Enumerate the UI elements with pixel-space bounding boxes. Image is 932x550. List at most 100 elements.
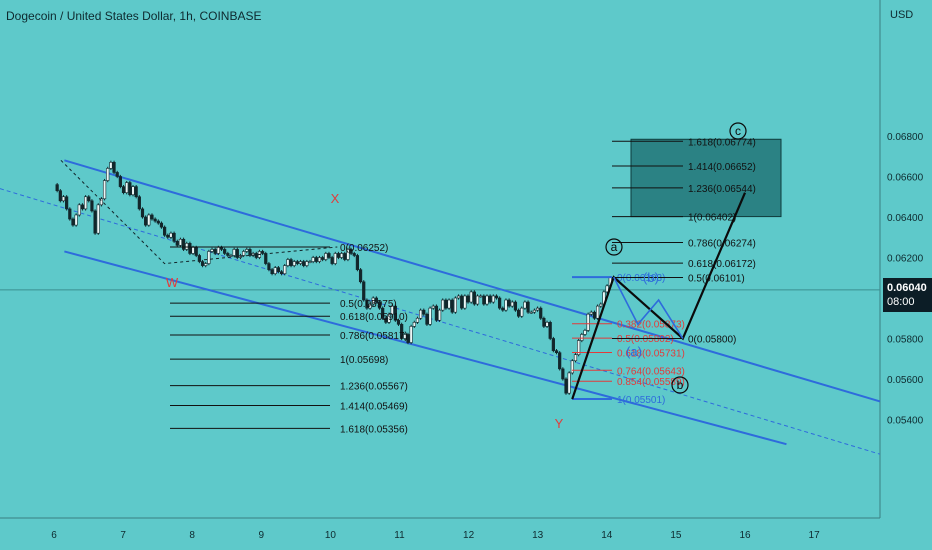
fib-left-label: 0.786(0.05817) xyxy=(340,331,408,342)
candle-body xyxy=(365,299,369,309)
candle-body xyxy=(125,182,129,193)
candle-body xyxy=(561,368,565,380)
candle-body xyxy=(409,326,413,343)
candle-body xyxy=(529,311,533,314)
candle-body xyxy=(513,301,518,311)
candle-body xyxy=(267,263,271,270)
candle-body xyxy=(264,253,268,264)
candle-body xyxy=(311,257,315,262)
candle-body xyxy=(188,243,192,254)
fib-extension-label: 0(0.05800) xyxy=(688,335,736,346)
candle-body xyxy=(583,330,587,335)
candle-body xyxy=(163,226,167,236)
fib-extension-label: 0.5(0.06101) xyxy=(688,274,745,285)
candle-body xyxy=(570,360,574,374)
candle-body xyxy=(349,249,353,254)
wave-label-circle xyxy=(729,122,747,140)
candle-body xyxy=(485,295,489,305)
candle-body xyxy=(431,305,435,309)
candle-body xyxy=(592,311,597,319)
currency-label: USD xyxy=(890,9,914,21)
last-price-value: 0.06040 xyxy=(887,282,927,294)
candle-body xyxy=(254,253,258,258)
fib-left-label: 1(0.05698) xyxy=(340,355,388,366)
candle-body xyxy=(523,301,527,309)
candle-body xyxy=(137,196,141,210)
last-price-badge: 0.06040 08:00 xyxy=(883,278,932,312)
x-tick-label: 16 xyxy=(739,530,751,541)
candle-body xyxy=(355,255,360,270)
fib-retrace-label: 0.764(0.05643) xyxy=(617,366,685,377)
candle-body xyxy=(491,295,495,303)
wave-label: (b) xyxy=(643,270,659,285)
candle-body xyxy=(55,184,59,191)
candle-body xyxy=(526,301,530,313)
candle-body xyxy=(68,208,72,220)
candle-body xyxy=(393,305,397,321)
candle-body xyxy=(308,261,312,263)
candle-body xyxy=(419,309,423,319)
wave-projection-line xyxy=(571,192,747,400)
candle-body xyxy=(340,253,344,258)
candle-body xyxy=(144,216,148,226)
candle-body xyxy=(175,241,179,246)
candle-body xyxy=(336,253,341,258)
candle-body xyxy=(472,291,476,305)
wave-label-circle xyxy=(671,376,689,394)
candle-body xyxy=(558,352,562,370)
candle-body xyxy=(504,299,508,311)
y-tick-label: 0.05400 xyxy=(887,416,924,427)
candle-body xyxy=(210,249,214,252)
candle-body xyxy=(150,214,154,220)
candle-body xyxy=(99,198,104,206)
channel-lower-line xyxy=(64,250,787,446)
candle-body xyxy=(346,249,350,260)
candle-body xyxy=(305,261,309,266)
candle-body xyxy=(384,317,388,323)
bar-countdown: 08:00 xyxy=(887,296,915,308)
candle-body xyxy=(317,257,322,262)
x-tick-label: 8 xyxy=(189,530,195,541)
x-tick-label: 9 xyxy=(259,530,265,541)
candle-body xyxy=(197,255,201,262)
candle-body xyxy=(374,297,378,303)
fib-left-label: 0.618(0.05910) xyxy=(340,312,408,323)
candle-body xyxy=(292,261,296,266)
candle-body xyxy=(87,196,91,202)
candle-body xyxy=(58,190,62,202)
x-tick-label: 6 xyxy=(51,530,57,541)
candle-body xyxy=(377,301,382,309)
candle-body xyxy=(194,247,198,256)
candle-body xyxy=(516,309,521,317)
candle-body xyxy=(450,299,454,313)
candle-body xyxy=(229,255,233,257)
candle-body xyxy=(444,299,448,309)
candle-body xyxy=(273,267,277,274)
candle-body xyxy=(400,324,404,339)
candle-body xyxy=(324,253,328,260)
candle-body xyxy=(520,307,524,317)
candle-body xyxy=(437,309,442,321)
candle-body xyxy=(90,200,94,212)
candle-body xyxy=(381,307,385,319)
wave-label: b xyxy=(677,378,684,392)
candle-body xyxy=(102,180,107,200)
candle-body xyxy=(181,238,186,250)
fib-retrace-label: 0.618(0.05731) xyxy=(617,348,685,359)
candle-body xyxy=(327,253,331,258)
candle-body xyxy=(498,297,502,309)
candle-body xyxy=(321,257,325,260)
candle-body xyxy=(573,354,578,362)
candle-body xyxy=(352,253,356,256)
candle-body xyxy=(415,317,420,323)
candle-body xyxy=(302,261,306,266)
candle-body xyxy=(479,295,483,298)
target-zone-box xyxy=(630,138,782,218)
candle-body xyxy=(396,319,401,325)
candle-body xyxy=(456,295,461,299)
fib-extension-label: 1(0.06402) xyxy=(688,213,736,224)
wave-label-circle xyxy=(605,238,623,256)
candle-body xyxy=(232,249,236,256)
candle-body xyxy=(469,291,473,303)
